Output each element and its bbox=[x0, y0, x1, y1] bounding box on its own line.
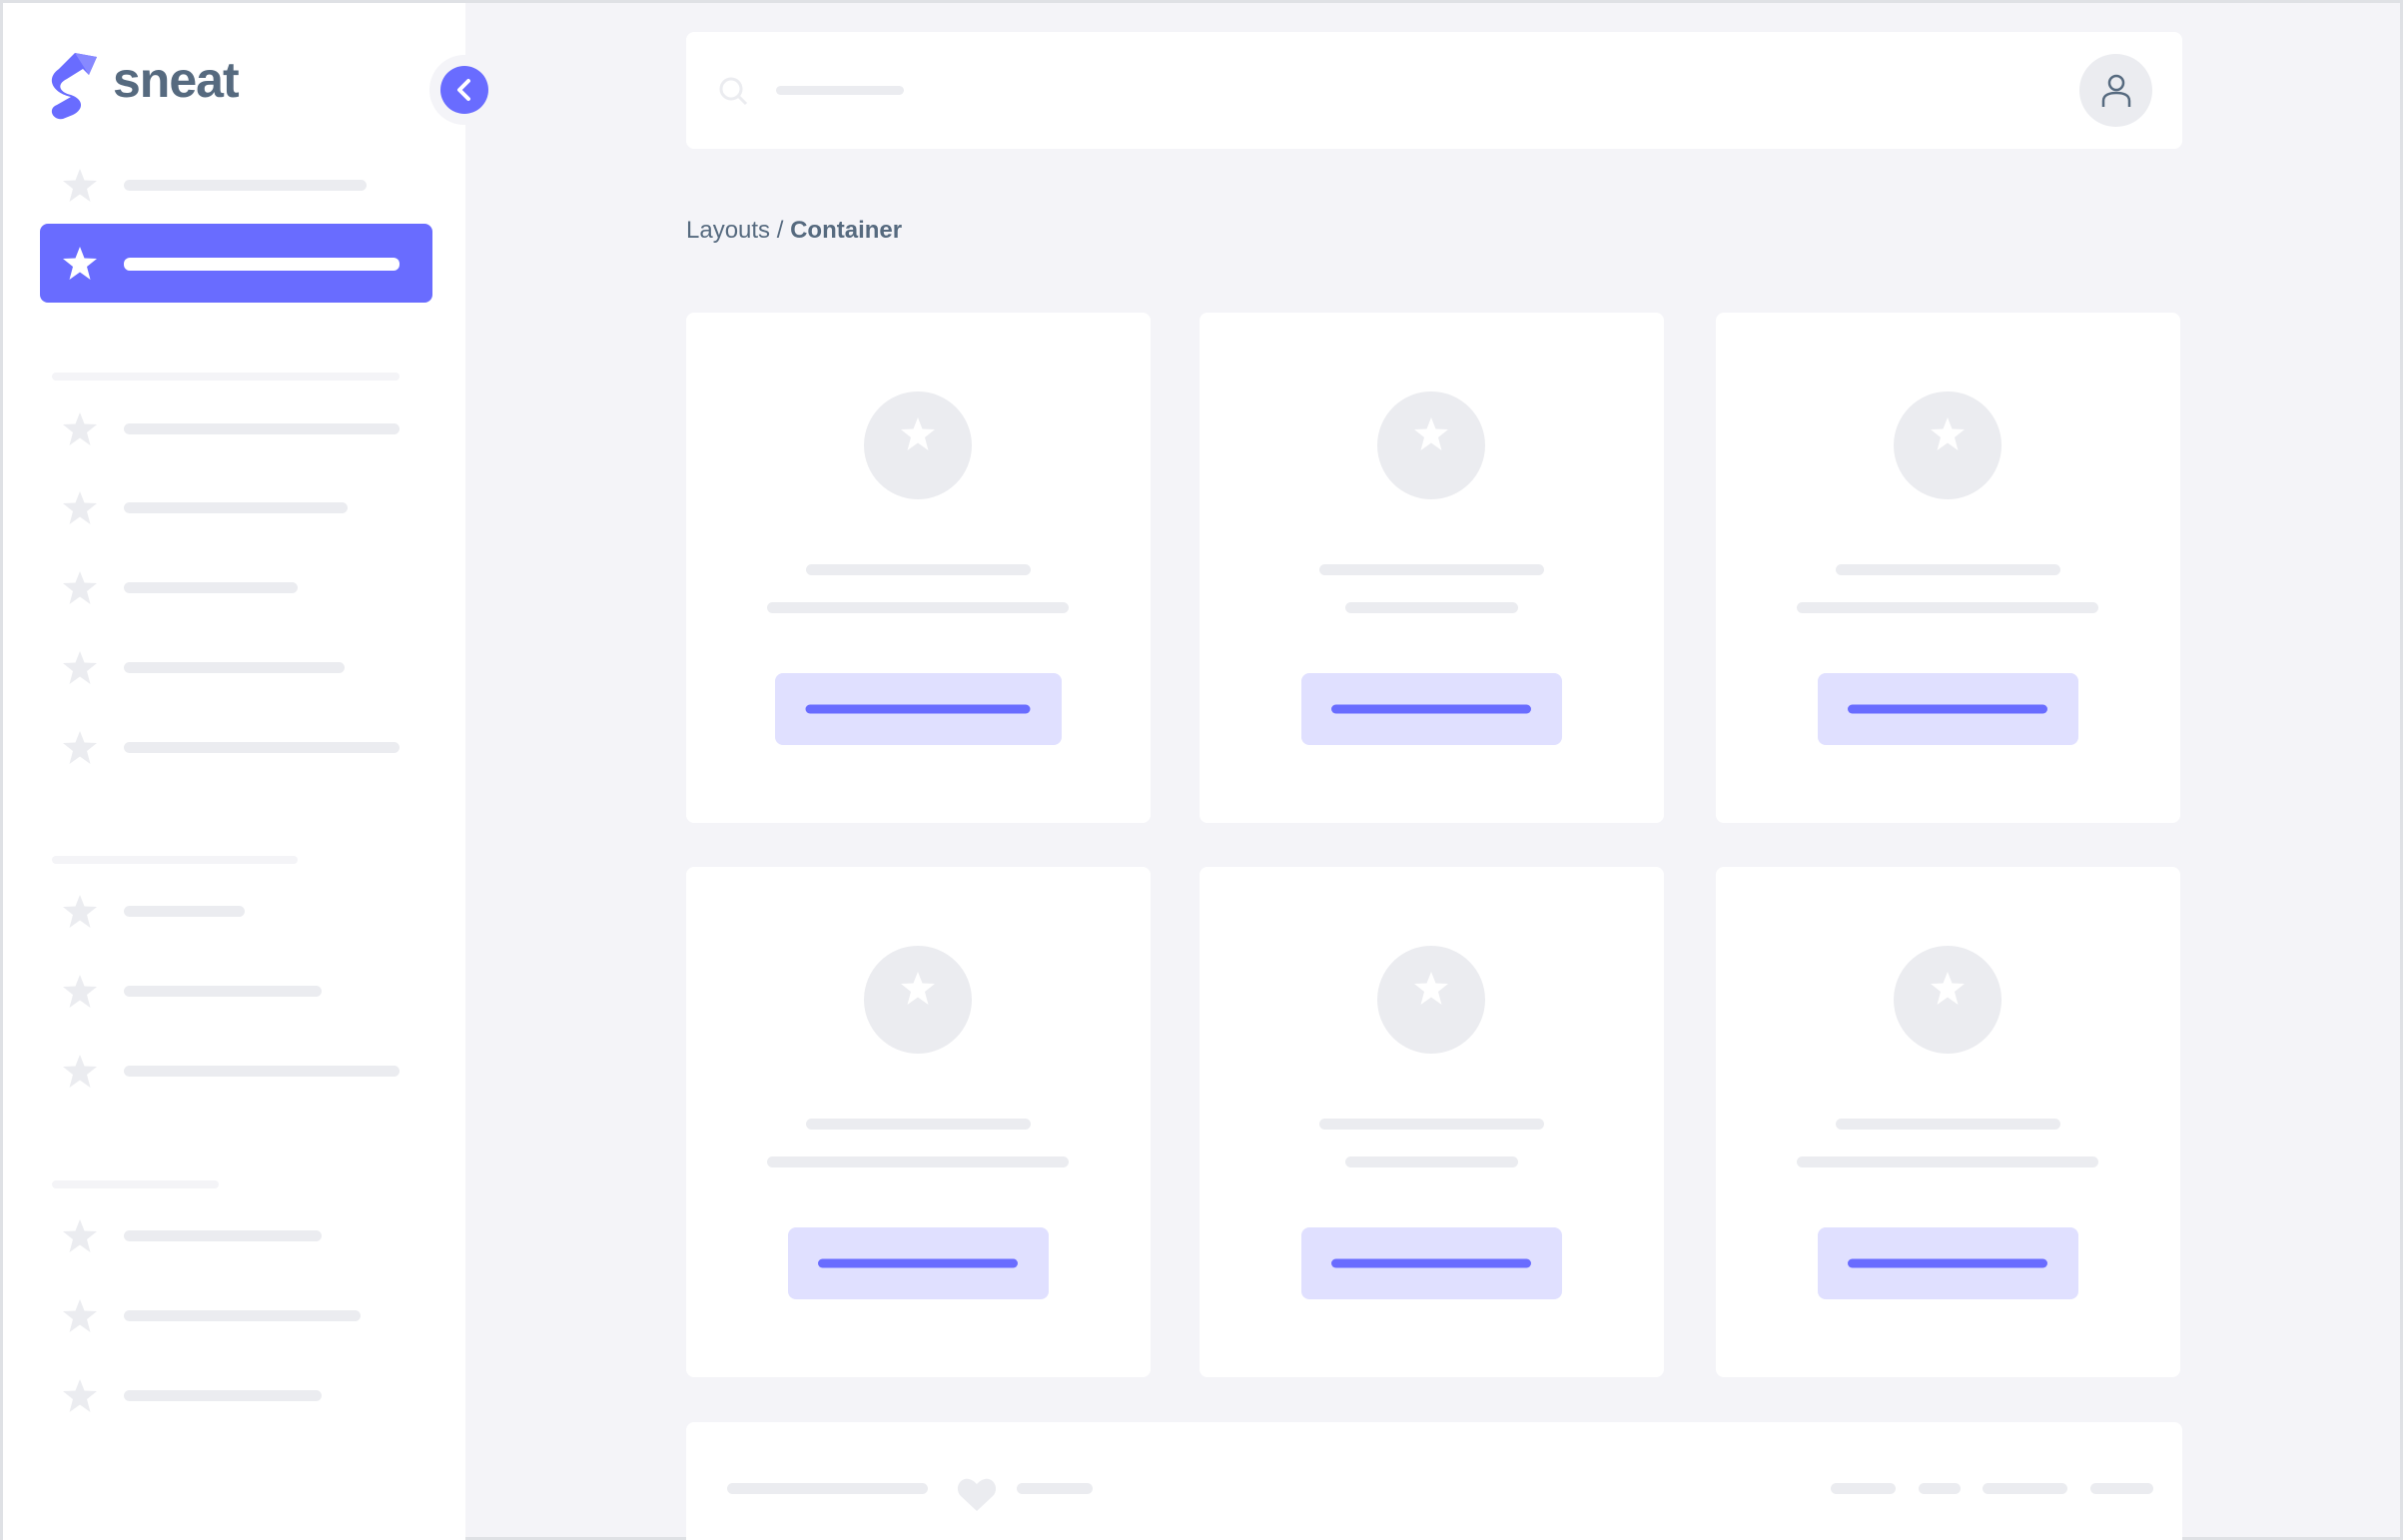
collapse-sidebar-button[interactable] bbox=[440, 66, 488, 114]
star-icon bbox=[63, 1055, 97, 1088]
search-icon[interactable] bbox=[718, 76, 750, 108]
sneat-logo-icon bbox=[51, 53, 97, 120]
brand-name: sneat bbox=[113, 52, 240, 108]
star-icon bbox=[63, 1219, 97, 1252]
card-button[interactable] bbox=[1817, 1227, 2078, 1299]
card-icon-circle bbox=[1894, 391, 2002, 499]
footer-text bbox=[727, 1483, 928, 1494]
star-icon bbox=[63, 412, 97, 445]
card-title bbox=[805, 1119, 1031, 1130]
sidebar-item-label bbox=[124, 1066, 400, 1077]
breadcrumb-current: Container bbox=[790, 217, 903, 244]
card-button-label bbox=[818, 1258, 1018, 1268]
sidebar-item-label bbox=[124, 180, 367, 191]
footer-link[interactable] bbox=[1831, 1483, 1896, 1494]
user-icon bbox=[2101, 74, 2130, 107]
content-card bbox=[1200, 867, 1664, 1377]
sidebar-section-header bbox=[52, 373, 400, 381]
card-text bbox=[1797, 1156, 2098, 1167]
sidebar-item-label bbox=[124, 258, 400, 271]
card-button-label bbox=[805, 704, 1031, 714]
star-icon bbox=[63, 895, 97, 928]
card-title bbox=[1318, 1119, 1544, 1130]
card-text bbox=[767, 602, 1069, 613]
star-icon bbox=[63, 169, 97, 202]
content-card bbox=[1200, 313, 1664, 823]
star-icon bbox=[63, 731, 97, 764]
star-icon bbox=[901, 417, 935, 450]
card-button[interactable] bbox=[1817, 673, 2078, 745]
sidebar-item-label bbox=[124, 1390, 322, 1401]
top-navbar bbox=[686, 32, 2182, 149]
card-icon-circle bbox=[1377, 946, 1485, 1054]
content-card bbox=[686, 313, 1151, 823]
card-button[interactable] bbox=[1300, 673, 1562, 745]
sidebar: sneat bbox=[3, 3, 499, 1540]
footer bbox=[686, 1422, 2182, 1540]
sidebar-item-label bbox=[124, 582, 298, 593]
card-title bbox=[1835, 1119, 2060, 1130]
sidebar-item-label bbox=[124, 1230, 322, 1241]
sidebar-item-label bbox=[124, 906, 245, 917]
search-input[interactable] bbox=[776, 86, 904, 95]
star-icon bbox=[63, 247, 97, 280]
card-icon-circle bbox=[1377, 391, 1485, 499]
card-button[interactable] bbox=[1300, 1227, 1562, 1299]
star-icon bbox=[901, 972, 935, 1005]
card-title bbox=[1318, 564, 1544, 575]
sidebar-item-label bbox=[124, 1310, 361, 1321]
card-icon-circle bbox=[864, 946, 972, 1054]
card-icon-circle bbox=[864, 391, 972, 499]
sidebar-item-label bbox=[124, 423, 400, 434]
star-icon bbox=[63, 491, 97, 524]
star-icon bbox=[1931, 417, 1965, 450]
content-card bbox=[1716, 867, 2180, 1377]
footer-link[interactable] bbox=[1919, 1483, 1961, 1494]
sidebar-item-label bbox=[124, 742, 400, 753]
user-avatar[interactable] bbox=[2079, 54, 2152, 127]
footer-link[interactable] bbox=[2090, 1483, 2153, 1494]
card-text bbox=[767, 1156, 1069, 1167]
footer-link[interactable] bbox=[1983, 1483, 2067, 1494]
chevron-left-icon bbox=[457, 79, 470, 101]
card-button-label bbox=[1331, 1258, 1531, 1268]
star-icon bbox=[63, 1379, 97, 1412]
star-icon bbox=[63, 975, 97, 1008]
breadcrumb-parent[interactable]: Layouts bbox=[686, 217, 771, 244]
star-icon bbox=[63, 651, 97, 684]
star-icon bbox=[1414, 972, 1448, 1005]
card-button[interactable] bbox=[787, 1227, 1049, 1299]
card-button-label bbox=[1331, 704, 1531, 714]
card-text bbox=[1797, 602, 2098, 613]
star-icon bbox=[63, 1299, 97, 1332]
card-text bbox=[1344, 1156, 1518, 1167]
card-title bbox=[805, 564, 1031, 575]
content-card bbox=[686, 867, 1151, 1377]
breadcrumb-separator: / bbox=[770, 217, 791, 244]
star-icon bbox=[1414, 417, 1448, 450]
card-text bbox=[1344, 602, 1518, 613]
sidebar-section-header bbox=[52, 1180, 219, 1188]
sidebar-item-label bbox=[124, 986, 322, 997]
footer-link[interactable] bbox=[1017, 1483, 1093, 1494]
card-icon-circle bbox=[1894, 946, 2002, 1054]
card-button-label bbox=[1848, 1258, 2047, 1268]
content-card bbox=[1716, 313, 2180, 823]
card-title bbox=[1835, 564, 2060, 575]
breadcrumb: Layouts / Container bbox=[686, 217, 902, 245]
card-button[interactable] bbox=[774, 673, 1062, 745]
star-icon bbox=[63, 571, 97, 604]
sidebar-section-header bbox=[52, 856, 298, 864]
card-button-label bbox=[1848, 704, 2047, 714]
sidebar-item-label bbox=[124, 502, 348, 513]
heart-icon bbox=[957, 1478, 997, 1511]
sidebar-item-label bbox=[124, 662, 345, 673]
star-icon bbox=[1931, 972, 1965, 1005]
